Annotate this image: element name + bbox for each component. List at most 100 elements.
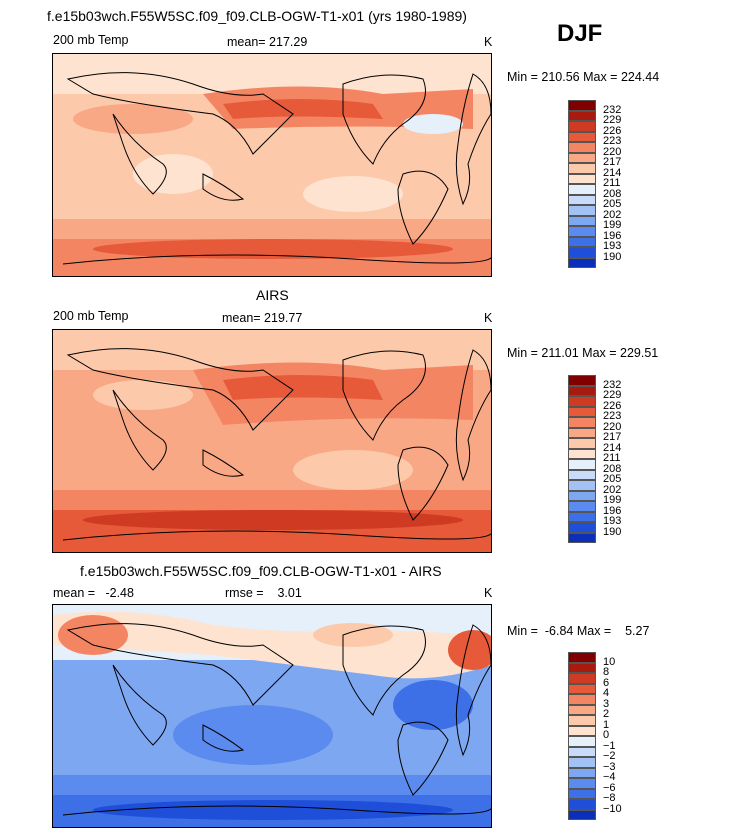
- colorbar-tick-label: 205: [603, 473, 622, 486]
- colorbar-swatch: [568, 746, 596, 757]
- colorbar-swatch: [568, 501, 596, 512]
- colorbar-swatch: [568, 194, 596, 205]
- colorbar-tick-label: 193: [603, 515, 622, 528]
- colorbar-swatch: [568, 725, 596, 736]
- colorbar-tick-label: −4: [603, 771, 616, 784]
- colorbar-tick-label: 223: [603, 135, 622, 148]
- colorbar-swatch: [568, 163, 596, 174]
- colorbar-swatch: [568, 396, 596, 407]
- panel2-mean: mean= 219.77: [222, 311, 303, 325]
- colorbar-tick-label: −6: [603, 781, 616, 794]
- colorbar-tick-label: 226: [603, 124, 622, 137]
- colorbar-swatch: [568, 799, 596, 810]
- colorbar-tick-label: 232: [603, 378, 622, 391]
- panel3-colorbar-swatches: [568, 652, 596, 820]
- panel2-variable: 200 mb Temp: [53, 309, 129, 323]
- colorbar-tick-label: 232: [603, 103, 622, 116]
- panel1-colorbar-swatches: [568, 100, 596, 268]
- colorbar-swatch: [568, 788, 596, 799]
- colorbar-tick-label: 220: [603, 420, 622, 433]
- panel1-variable: 200 mb Temp: [53, 33, 129, 47]
- colorbar-swatch: [568, 809, 596, 820]
- colorbar-swatch: [568, 100, 596, 111]
- colorbar-tick-label: 208: [603, 187, 622, 200]
- colorbar-swatch: [568, 683, 596, 694]
- colorbar-tick-label: 196: [603, 229, 622, 242]
- colorbar-tick-label: 10: [603, 655, 616, 668]
- colorbar-tick-label: 190: [603, 250, 622, 263]
- colorbar-swatch: [568, 110, 596, 121]
- colorbar-tick-label: 6: [603, 676, 610, 689]
- colorbar-swatch: [568, 438, 596, 449]
- colorbar-swatch: [568, 226, 596, 237]
- colorbar-swatch: [568, 480, 596, 491]
- colorbar-swatch: [568, 142, 596, 153]
- colorbar-tick-label: 2: [603, 708, 610, 721]
- colorbar-swatch: [568, 247, 596, 258]
- panel2-colorbar-swatches: [568, 375, 596, 543]
- colorbar-tick-label: 4: [603, 687, 610, 700]
- colorbar-tick-label: 199: [603, 494, 622, 507]
- colorbar-swatch: [568, 736, 596, 747]
- colorbar-swatch: [568, 375, 596, 386]
- colorbar-tick-label: 223: [603, 410, 622, 423]
- colorbar-swatch: [568, 694, 596, 705]
- colorbar-tick-label: 202: [603, 483, 622, 496]
- colorbar-tick-label: 217: [603, 156, 622, 169]
- panel1-map: [52, 53, 492, 277]
- colorbar-tick-label: 205: [603, 198, 622, 211]
- colorbar-swatch: [568, 511, 596, 522]
- colorbar-swatch: [568, 131, 596, 142]
- colorbar-swatch: [568, 427, 596, 438]
- colorbar-swatch: [568, 778, 596, 789]
- panel3-title: f.e15b03wch.F55W5SC.f09_f09.CLB-OGW-T1-x…: [80, 563, 442, 579]
- colorbar-swatch: [568, 757, 596, 768]
- colorbar-swatch: [568, 417, 596, 428]
- colorbar-swatch: [568, 767, 596, 778]
- colorbar-tick-label: −1: [603, 739, 616, 752]
- colorbar-swatch: [568, 459, 596, 470]
- colorbar-swatch: [568, 385, 596, 396]
- panel2-colorbar: [568, 375, 596, 543]
- colorbar-swatch: [568, 469, 596, 480]
- colorbar-tick-label: 226: [603, 399, 622, 412]
- panel2-minmax: Min = 211.01 Max = 229.51: [507, 346, 659, 360]
- colorbar-swatch: [568, 522, 596, 533]
- colorbar-swatch: [568, 406, 596, 417]
- colorbar-tick-label: 229: [603, 389, 622, 402]
- colorbar-tick-label: 220: [603, 145, 622, 158]
- colorbar-tick-label: 211: [603, 177, 621, 190]
- panel1-minmax: Min = 210.56 Max = 224.44: [507, 70, 660, 84]
- colorbar-tick-label: 208: [603, 462, 622, 475]
- colorbar-tick-label: 202: [603, 208, 622, 221]
- panel3-mean: mean = -2.48: [53, 586, 134, 600]
- panel3-rmse: rmse = 3.01: [225, 586, 302, 600]
- panel1-units: K: [484, 35, 493, 49]
- panel1-colorbar: [568, 100, 596, 268]
- colorbar-swatch: [568, 236, 596, 247]
- panel2-units: K: [484, 311, 493, 325]
- colorbar-swatch: [568, 662, 596, 673]
- panel3-colorbar: [568, 652, 596, 820]
- panel2-map: [52, 329, 492, 553]
- panel3-map: [52, 604, 492, 828]
- colorbar-tick-label: 199: [603, 219, 622, 232]
- colorbar-tick-label: −2: [603, 750, 616, 763]
- colorbar-tick-label: 211: [603, 452, 621, 465]
- colorbar-tick-label: 229: [603, 114, 622, 127]
- colorbar-tick-label: 214: [603, 166, 622, 179]
- colorbar-swatch: [568, 121, 596, 132]
- colorbar-swatch: [568, 448, 596, 459]
- colorbar-swatch: [568, 532, 596, 543]
- colorbar-tick-label: 214: [603, 441, 622, 454]
- colorbar-swatch: [568, 215, 596, 226]
- colorbar-tick-label: −10: [603, 802, 622, 815]
- colorbar-tick-label: 8: [603, 666, 610, 679]
- colorbar-swatch: [568, 715, 596, 726]
- panel1-title: f.e15b03wch.F55W5SC.f09_f09.CLB-OGW-T1-x…: [47, 8, 467, 24]
- colorbar-tick-label: 193: [603, 240, 622, 253]
- colorbar-tick-label: −3: [603, 760, 616, 773]
- colorbar-swatch: [568, 257, 596, 268]
- colorbar-swatch: [568, 673, 596, 684]
- panel3-minmax: Min = -6.84 Max = 5.27: [507, 624, 650, 638]
